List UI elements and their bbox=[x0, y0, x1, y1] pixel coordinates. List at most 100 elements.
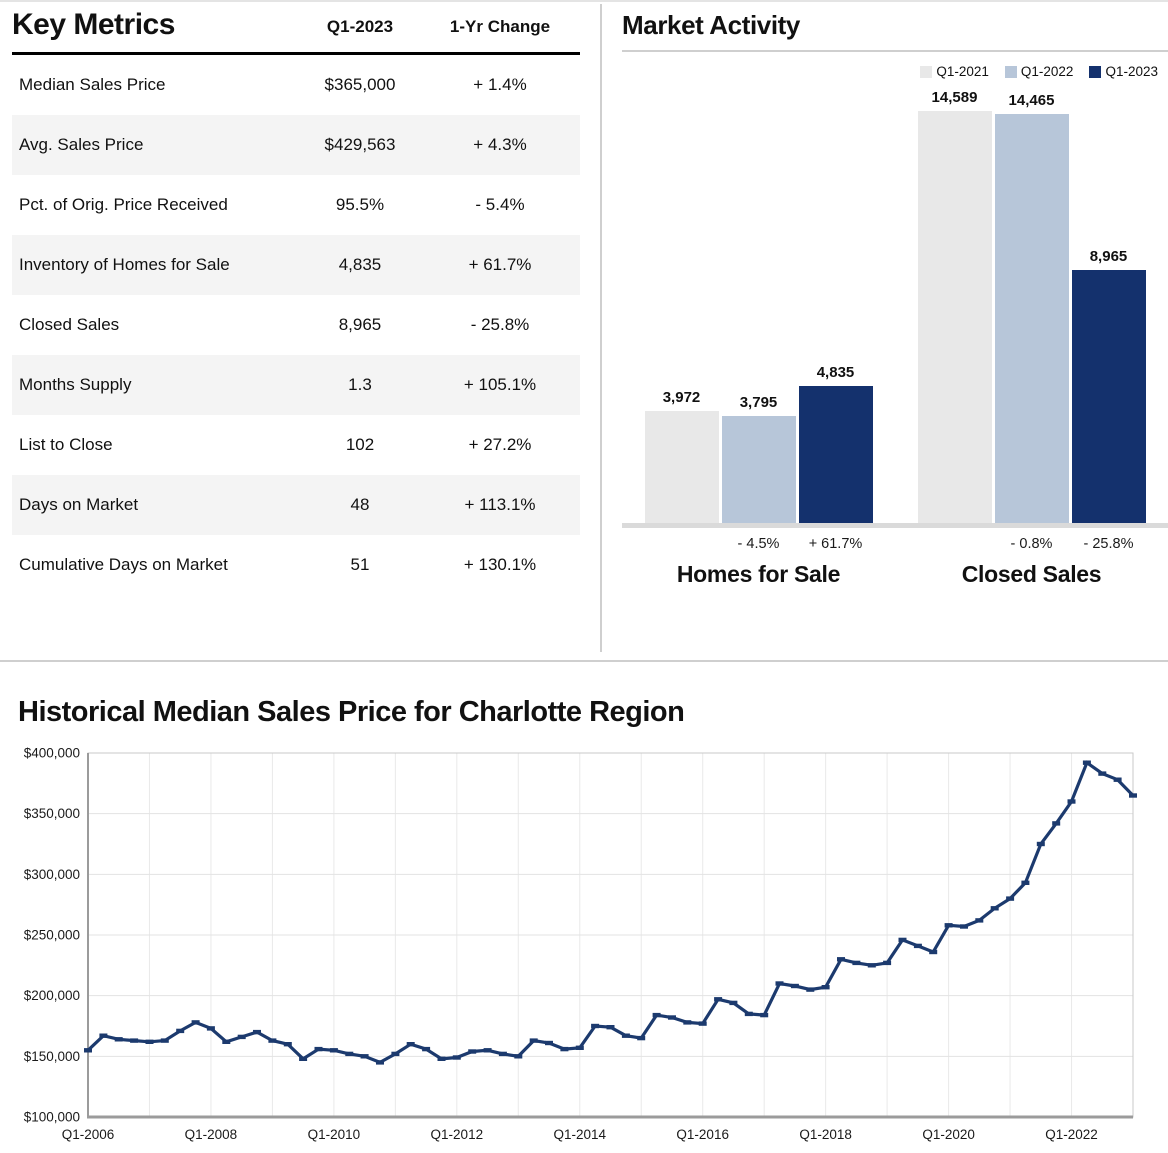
bar bbox=[1071, 270, 1146, 523]
bar-value-label: 8,965 bbox=[1089, 248, 1128, 265]
y-axis-tick-label: $100,000 bbox=[24, 1110, 80, 1125]
change-label: - 4.5% bbox=[737, 536, 780, 552]
bar-value-label: 14,589 bbox=[931, 89, 978, 106]
key-metrics-header: Key Metrics Q1-2023 1-Yr Change bbox=[12, 8, 580, 55]
market-activity-title: Market Activity bbox=[622, 10, 1168, 52]
category-label: Homes for Sale bbox=[676, 561, 841, 587]
bar bbox=[644, 411, 719, 523]
key-metrics-title: Key Metrics bbox=[12, 8, 175, 41]
metric-change: + 130.1% bbox=[463, 555, 537, 574]
x-axis-tick-label: Q1-2010 bbox=[308, 1127, 361, 1142]
historical-line-chart: $100,000 $150,000 $200,000 $250,000 $300,000… bbox=[0, 743, 1168, 1153]
bar-value-label: 4,835 bbox=[816, 364, 855, 381]
metric-change: + 105.1% bbox=[463, 375, 537, 394]
bar-column: 4,835 bbox=[798, 364, 873, 523]
metric-row: Cumulative Days on Market 51 + 130.1% bbox=[12, 535, 580, 595]
metric-row: List to Close 102 + 27.2% bbox=[12, 415, 580, 475]
historical-title: Historical Median Sales Price for Charlo… bbox=[18, 696, 685, 728]
bar bbox=[798, 386, 873, 523]
legend-item: Q1-2022 bbox=[1004, 64, 1074, 79]
bar-chart-labels: - 4.5% + 61.7% Homes for Sale - 0.8% - 25.8%… bbox=[622, 528, 1168, 588]
metric-change: + 27.2% bbox=[468, 435, 532, 454]
y-axis-tick-label: $200,000 bbox=[24, 988, 80, 1003]
metric-value: 102 bbox=[345, 435, 375, 454]
x-axis-tick-label: Q1-2012 bbox=[431, 1127, 484, 1142]
market-activity-bar-chart: 3,972 3,795 4,835 14,589 14,465 8,965 - 4.5% +… bbox=[622, 85, 1168, 588]
bar bbox=[917, 111, 992, 523]
metric-value: $365,000 bbox=[324, 75, 396, 94]
top-section: Key Metrics Q1-2023 1-Yr Change Median S… bbox=[0, 0, 1168, 662]
metric-row: Months Supply 1.3 + 105.1% bbox=[12, 355, 580, 415]
y-axis-tick-label: $250,000 bbox=[24, 928, 80, 943]
legend-item: Q1-2021 bbox=[920, 64, 989, 79]
change-label bbox=[918, 536, 992, 552]
bar-value-label: 3,795 bbox=[739, 394, 778, 411]
x-axis-tick-label: Q1-2022 bbox=[1045, 1127, 1098, 1142]
metric-row: Inventory of Homes for Sale 4,835 + 61.7% bbox=[12, 235, 580, 295]
category-label: Closed Sales bbox=[961, 561, 1102, 587]
bar-chart-baseline bbox=[622, 523, 1168, 528]
bar bbox=[994, 114, 1069, 523]
y-axis-tick-label: $150,000 bbox=[24, 1049, 80, 1064]
metric-value: 48 bbox=[350, 495, 370, 514]
legend-label: Q1-2023 bbox=[1105, 64, 1158, 79]
change-label: - 0.8% bbox=[1010, 536, 1053, 552]
metric-label: Median Sales Price bbox=[19, 75, 166, 94]
legend-label: Q1-2022 bbox=[1020, 64, 1074, 79]
bar-chart-legend: Q1-2021 Q1-2022 Q1-2023 bbox=[622, 52, 1168, 83]
metric-row: Avg. Sales Price $429,563 + 4.3% bbox=[12, 115, 580, 175]
metric-row: Median Sales Price $365,000 + 1.4% bbox=[12, 55, 580, 115]
x-axis-tick-label: Q1-2008 bbox=[185, 1127, 238, 1142]
legend-swatch bbox=[920, 65, 933, 78]
y-axis-tick-label: $400,000 bbox=[24, 746, 80, 761]
metric-value: 4,835 bbox=[338, 255, 382, 274]
group-label-block: - 0.8% - 25.8% Closed Sales bbox=[895, 528, 1168, 588]
bar-value-label: 3,972 bbox=[662, 389, 701, 406]
metric-value: 1.3 bbox=[348, 375, 372, 394]
change-label bbox=[645, 536, 719, 552]
metric-row: Days on Market 48 + 113.1% bbox=[12, 475, 580, 535]
bar-column: 14,589 bbox=[917, 89, 992, 523]
metric-label: Pct. of Orig. Price Received bbox=[19, 195, 228, 214]
bar-value-label: 14,465 bbox=[1008, 92, 1055, 109]
y-axis-tick-label: $350,000 bbox=[24, 806, 80, 821]
bar-group: 3,972 3,795 4,835 bbox=[622, 85, 895, 523]
vertical-divider bbox=[600, 4, 602, 652]
metric-change: + 61.7% bbox=[468, 255, 532, 274]
bar-column: 3,795 bbox=[721, 394, 796, 523]
bar-column: 3,972 bbox=[644, 389, 719, 523]
bar-group: 14,589 14,465 8,965 bbox=[895, 85, 1168, 523]
metric-label: Cumulative Days on Market bbox=[19, 555, 228, 574]
column-header-current: Q1-2023 bbox=[326, 17, 394, 36]
bar-column: 14,465 bbox=[994, 92, 1069, 523]
metric-value: 8,965 bbox=[338, 315, 382, 334]
change-label: - 25.8% bbox=[1083, 536, 1134, 552]
column-header-change: 1-Yr Change bbox=[449, 17, 551, 36]
metric-label: Inventory of Homes for Sale bbox=[19, 255, 230, 274]
line-chart-svg: $100,000 $150,000 $200,000 $250,000 $300,000… bbox=[24, 746, 1137, 1142]
metric-label: Avg. Sales Price bbox=[19, 135, 144, 154]
metric-row: Pct. of Orig. Price Received 95.5% - 5.4% bbox=[12, 175, 580, 235]
metric-change: + 1.4% bbox=[473, 75, 527, 94]
x-axis-tick-label: Q1-2016 bbox=[676, 1127, 729, 1142]
metric-value: 51 bbox=[350, 555, 370, 574]
legend-swatch bbox=[1089, 65, 1102, 78]
metric-label: Days on Market bbox=[19, 495, 139, 514]
x-axis-tick-label: Q1-2006 bbox=[62, 1127, 115, 1142]
bar-column: 8,965 bbox=[1071, 248, 1146, 523]
metric-change: + 4.3% bbox=[473, 135, 527, 154]
key-metrics-rows: Median Sales Price $365,000 + 1.4% Avg. Sal… bbox=[12, 55, 580, 595]
group-label-block: - 4.5% + 61.7% Homes for Sale bbox=[622, 528, 895, 588]
y-axis-tick-label: $300,000 bbox=[24, 867, 80, 882]
metric-change: - 5.4% bbox=[475, 195, 525, 214]
metric-label: Closed Sales bbox=[19, 315, 120, 334]
historical-section: Historical Median Sales Price for Charlo… bbox=[0, 662, 1168, 1153]
x-axis-tick-label: Q1-2018 bbox=[799, 1127, 852, 1142]
legend-label: Q1-2021 bbox=[936, 64, 989, 79]
legend-item: Q1-2023 bbox=[1089, 64, 1158, 79]
legend-swatch bbox=[1004, 65, 1017, 78]
metric-value: $429,563 bbox=[324, 135, 396, 154]
key-metrics-panel: Key Metrics Q1-2023 1-Yr Change Median S… bbox=[0, 2, 600, 660]
market-activity-panel: Market Activity Q1-2021 Q1-2022 Q1-2023 3,… bbox=[602, 2, 1168, 660]
